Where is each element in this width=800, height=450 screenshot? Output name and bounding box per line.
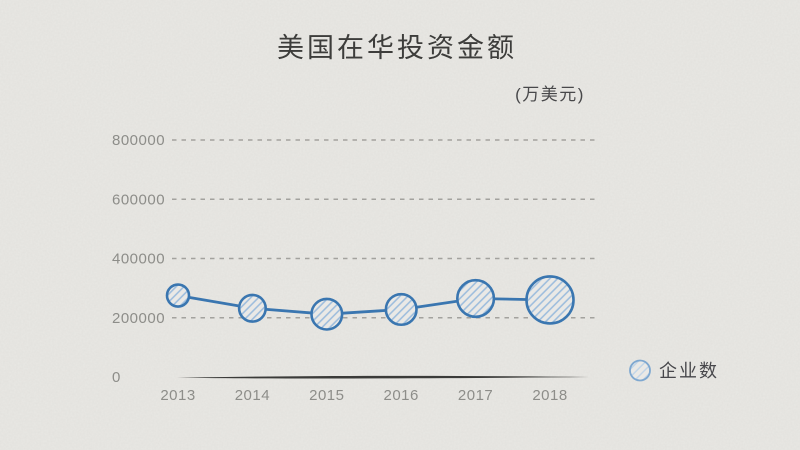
- data-points-group: [165, 275, 575, 331]
- x-axis-labels-group: 2013 2014 2015 2016 2017 2018: [160, 387, 567, 404]
- data-point-bubble: [456, 278, 496, 319]
- x-axis-tick-label: 2016: [384, 387, 419, 404]
- unit-label: (万美元): [515, 85, 585, 104]
- x-axis-tick-label: 2018: [532, 387, 567, 404]
- y-axis-tick-label: 400000: [112, 251, 165, 268]
- y-axis-tick-label: 0: [112, 369, 121, 386]
- data-point-bubble: [165, 283, 191, 308]
- data-point-bubble: [237, 293, 267, 323]
- x-axis-tick-label: 2017: [458, 387, 493, 404]
- x-axis-tick-label: 2014: [235, 387, 270, 404]
- x-axis-tick-label: 2013: [160, 387, 195, 404]
- legend-circle-marker-icon: [629, 359, 651, 382]
- legend-label: 企业数: [659, 361, 719, 381]
- data-point-bubble: [384, 292, 418, 327]
- data-point-bubble: [310, 297, 344, 331]
- data-point-bubble: [525, 275, 575, 325]
- y-axis-labels-group: 0 200000 400000 600000 800000: [112, 132, 165, 386]
- chart-title: 美国在华投资金额: [277, 33, 517, 63]
- x-axis-line: [177, 375, 589, 379]
- legend: 企业数: [629, 359, 719, 382]
- y-axis-tick-label: 800000: [112, 132, 165, 149]
- y-axis-tick-label: 600000: [112, 191, 165, 208]
- y-axis-tick-label: 200000: [112, 310, 165, 327]
- x-axis-tick-label: 2015: [309, 387, 344, 404]
